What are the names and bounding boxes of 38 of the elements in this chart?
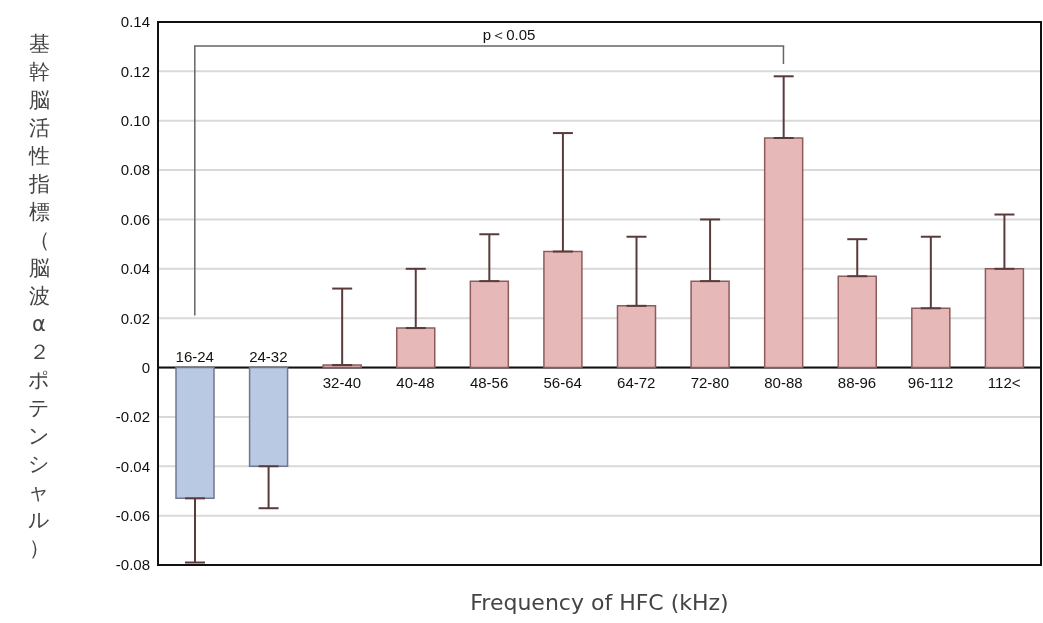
x-tick-label: 96-112 — [907, 373, 954, 391]
bar — [396, 327, 436, 369]
x-tick-label: 72-80 — [690, 373, 730, 391]
bar — [616, 305, 657, 369]
x-tick-label: 88-96 — [837, 373, 877, 391]
bar — [690, 280, 730, 369]
x-tick-label: 112< — [987, 373, 1021, 391]
annotation: p＜0.05 — [482, 26, 536, 43]
x-tick-label: 24-32 — [249, 347, 288, 365]
y-tick-label: -0.02 — [115, 408, 150, 426]
text: 基幹脳活性指標（脳波α２ポテンシャル） — [28, 32, 50, 560]
bar — [763, 137, 804, 369]
x-tick-label: 64-72 — [617, 373, 656, 391]
y-tick-label: 0.06 — [120, 210, 150, 228]
x-axis-title: Frequency of HFC (kHz) — [469, 590, 730, 615]
y-tick-label: 0.04 — [120, 260, 150, 278]
bar — [248, 366, 289, 468]
y-tick-label: -0.04 — [115, 457, 150, 475]
y-tick-label: -0.06 — [115, 506, 150, 524]
y-tick-label: 0.14 — [120, 13, 150, 31]
bar — [911, 307, 951, 369]
x-tick-label: 32-40 — [322, 373, 362, 391]
y-tick-label: 0.10 — [120, 112, 150, 130]
bar — [837, 275, 877, 369]
x-tick-label: 48-56 — [469, 373, 509, 391]
bar — [543, 250, 583, 369]
bar — [984, 268, 1025, 369]
x-tick-label: 40-48 — [396, 373, 435, 391]
bar — [175, 366, 215, 500]
y-tick-label: 0.02 — [120, 309, 150, 327]
x-tick-label: 80-88 — [764, 373, 803, 391]
bar — [469, 280, 510, 369]
y-tick-label: -0.08 — [115, 556, 150, 574]
x-tick-label: 56-64 — [543, 373, 582, 391]
y-tick-label: 0.08 — [120, 161, 150, 179]
y-tick-label: 0.12 — [120, 62, 150, 80]
y-tick-label: 0 — [141, 358, 150, 376]
x-tick-label: 16-24 — [175, 347, 214, 365]
